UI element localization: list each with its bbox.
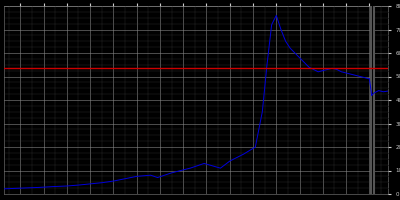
Bar (370, 6, 374, 194)
